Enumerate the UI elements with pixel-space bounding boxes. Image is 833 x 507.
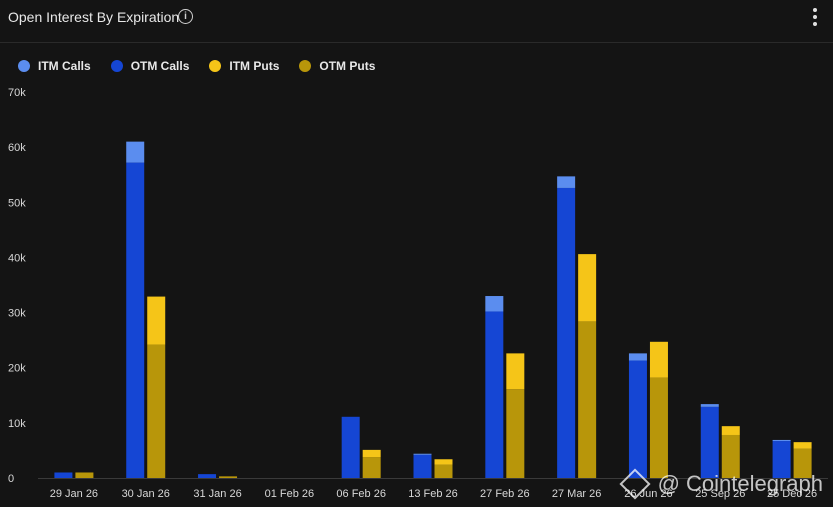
- legend-dot: [209, 60, 222, 72]
- bar-itm-calls[interactable]: [413, 453, 432, 455]
- legend-label: ITM Puts: [229, 59, 280, 73]
- x-tick-label: 29 Jan 26: [50, 488, 98, 500]
- bar-otm-calls[interactable]: [772, 441, 791, 478]
- watermark: @ Cointelegraph: [619, 468, 823, 500]
- y-tick-label: 50k: [8, 197, 26, 209]
- x-tick-label: 27 Mar 26: [552, 488, 602, 500]
- bar-otm-calls[interactable]: [198, 474, 217, 478]
- legend-label: OTM Calls: [130, 59, 190, 73]
- bar-itm-puts[interactable]: [434, 459, 453, 465]
- x-tick-label: 13 Feb 26: [408, 488, 458, 500]
- info-icon[interactable]: i: [178, 9, 193, 24]
- bar-otm-puts[interactable]: [434, 464, 453, 478]
- chart-title: Open Interest By Expiration: [8, 9, 180, 25]
- bar-itm-puts[interactable]: [506, 353, 525, 390]
- legend-item-otm-puts[interactable]: OTM Puts: [299, 59, 375, 73]
- bar-otm-calls[interactable]: [485, 311, 504, 478]
- x-tick-label: 25 Dec 26: [767, 488, 817, 500]
- x-tick-label: 27 Feb 26: [480, 488, 530, 500]
- y-tick-label: 0: [8, 473, 14, 485]
- y-tick-label: 60k: [8, 142, 26, 154]
- bar-otm-calls[interactable]: [413, 454, 432, 478]
- y-tick-label: 30k: [8, 308, 26, 320]
- bar-itm-calls[interactable]: [772, 439, 791, 442]
- bar-itm-calls[interactable]: [700, 404, 719, 407]
- bar-otm-puts[interactable]: [506, 389, 525, 478]
- y-tick-label: 40k: [8, 252, 26, 264]
- x-tick-label: 06 Feb 26: [336, 488, 386, 500]
- bar-otm-puts[interactable]: [219, 476, 238, 478]
- legend-dot: [110, 60, 123, 72]
- chart-legend: ITM Calls OTM Calls ITM Puts OTM Puts: [18, 59, 395, 73]
- x-tick-label: 31 Jan 26: [193, 488, 241, 500]
- y-tick-label: 20k: [8, 363, 26, 375]
- bar-itm-calls[interactable]: [126, 141, 145, 163]
- y-axis: 0 10k 20k 30k 40k 50k 60k 70k: [8, 87, 828, 485]
- legend-dot: [18, 60, 30, 72]
- x-tick-label: 26 Jun 26: [624, 488, 672, 500]
- bar-itm-puts[interactable]: [362, 449, 381, 458]
- bar-itm-puts[interactable]: [721, 426, 740, 435]
- bar-itm-puts[interactable]: [793, 442, 812, 449]
- bar-itm-puts[interactable]: [147, 296, 166, 345]
- bar-itm-puts[interactable]: [578, 254, 597, 322]
- legend-item-otm-calls[interactable]: OTM Calls: [110, 59, 190, 73]
- bar-itm-puts[interactable]: [649, 341, 668, 378]
- y-tick-label: 70k: [8, 87, 26, 99]
- legend-label: OTM Puts: [319, 59, 376, 73]
- chart-header: Open Interest By Expiration i: [0, 0, 833, 43]
- bar-otm-puts[interactable]: [793, 448, 812, 478]
- x-tick-label: 25 Sep 26: [695, 488, 745, 500]
- legend-label: ITM Calls: [38, 59, 91, 73]
- bar-otm-calls[interactable]: [557, 187, 576, 478]
- bar-otm-calls[interactable]: [628, 360, 647, 478]
- bar-otm-puts[interactable]: [649, 377, 668, 478]
- bar-otm-calls[interactable]: [54, 472, 73, 478]
- bar-itm-calls[interactable]: [485, 296, 504, 312]
- legend-item-itm-puts[interactable]: ITM Puts: [209, 59, 279, 73]
- legend-item-itm-calls[interactable]: ITM Calls: [18, 59, 91, 73]
- bars: [54, 141, 812, 478]
- bar-itm-calls[interactable]: [628, 353, 647, 361]
- y-tick-label: 10k: [8, 418, 26, 430]
- x-tick-label: 30 Jan 26: [122, 488, 170, 500]
- bar-otm-calls[interactable]: [126, 162, 145, 478]
- bar-otm-puts[interactable]: [362, 457, 381, 478]
- x-tick-label: 01 Feb 26: [265, 488, 315, 500]
- more-vertical-icon[interactable]: [811, 8, 819, 28]
- bar-otm-calls[interactable]: [341, 416, 360, 478]
- watermark-text: @ Cointelegraph: [657, 471, 823, 496]
- bar-itm-calls[interactable]: [557, 176, 576, 188]
- bar-otm-puts[interactable]: [75, 472, 94, 478]
- x-axis: 29 Jan 26 30 Jan 26 31 Jan 26 01 Feb 26 06 F…: [50, 488, 817, 500]
- bar-otm-puts[interactable]: [721, 434, 740, 478]
- bar-otm-puts[interactable]: [578, 321, 597, 478]
- legend-dot: [299, 60, 312, 72]
- bar-otm-calls[interactable]: [700, 406, 719, 478]
- bar-otm-puts[interactable]: [147, 344, 166, 478]
- cointelegraph-logo-icon: [619, 468, 651, 500]
